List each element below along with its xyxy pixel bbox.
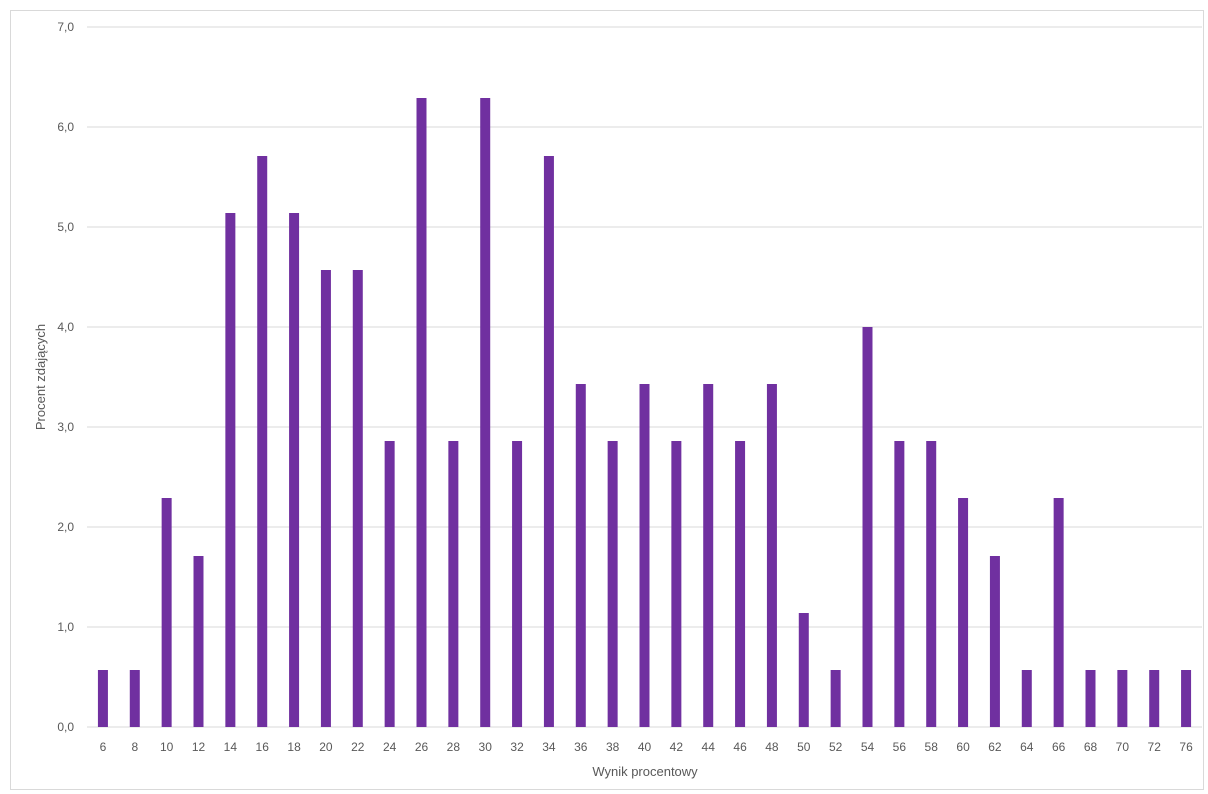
- y-tick-label: 0,0: [57, 720, 74, 734]
- bar-38: [607, 441, 618, 727]
- bar-32: [512, 441, 523, 727]
- x-tick-label: 72: [1148, 740, 1162, 754]
- x-tick-label: 22: [351, 740, 365, 754]
- y-tick-label: 3,0: [57, 420, 74, 434]
- chart-area: [10, 10, 1204, 790]
- bar-50: [798, 613, 809, 727]
- bar-34: [543, 156, 554, 727]
- x-tick-label: 26: [415, 740, 429, 754]
- x-tick-label: 36: [574, 740, 588, 754]
- bar-62: [989, 556, 1000, 727]
- bar-44: [703, 384, 714, 727]
- bar-12: [193, 556, 204, 727]
- bar-42: [671, 441, 682, 727]
- bar-8: [129, 670, 140, 727]
- x-tick-label: 64: [1020, 740, 1034, 754]
- x-tick-label: 44: [702, 740, 716, 754]
- bar-6: [97, 670, 108, 727]
- bar-40: [639, 384, 650, 727]
- bar-68: [1085, 670, 1096, 727]
- x-tick-label: 68: [1084, 740, 1098, 754]
- bar-28: [448, 441, 459, 727]
- bar-64: [1021, 670, 1032, 727]
- bar-30: [480, 98, 491, 727]
- bar-60: [958, 498, 969, 727]
- bar-52: [830, 670, 841, 727]
- bar-20: [320, 270, 331, 727]
- x-axis-title: Wynik procentowy: [592, 764, 698, 779]
- x-tick-label: 52: [829, 740, 843, 754]
- bar-10: [161, 498, 172, 727]
- bar-66: [1053, 498, 1064, 727]
- bars: [97, 98, 1192, 727]
- x-tick-label: 48: [765, 740, 779, 754]
- bar-16: [257, 156, 268, 727]
- x-tick-label: 16: [256, 740, 270, 754]
- bar-26: [416, 98, 427, 727]
- x-tick-label: 12: [192, 740, 206, 754]
- x-tick-label: 24: [383, 740, 397, 754]
- y-tick-label: 7,0: [57, 20, 74, 34]
- y-tick-label: 6,0: [57, 120, 74, 134]
- x-tick-label: 28: [447, 740, 461, 754]
- x-tick-label: 58: [925, 740, 939, 754]
- x-tick-label: 54: [861, 740, 875, 754]
- x-tick-label: 6: [100, 740, 107, 754]
- y-axis-ticks: 0,0 1,0 2,0 3,0 4,0 5,0 6,0 7,0: [57, 20, 74, 734]
- bar-24: [384, 441, 395, 727]
- bar-72: [1149, 670, 1160, 727]
- x-tick-label: 34: [542, 740, 556, 754]
- bar-14: [225, 213, 236, 727]
- x-tick-label: 14: [224, 740, 238, 754]
- x-tick-label: 30: [479, 740, 493, 754]
- x-tick-label: 62: [988, 740, 1002, 754]
- x-axis-ticks: 6 8 10 12 14 16 18 20 22 24 26 28 30 32 34 36 38 40 42 44 46…: [100, 740, 1193, 754]
- bar-22: [352, 270, 363, 727]
- x-tick-label: 38: [606, 740, 620, 754]
- bar-76: [1181, 670, 1192, 727]
- x-tick-label: 76: [1179, 740, 1193, 754]
- x-tick-label: 70: [1116, 740, 1130, 754]
- x-tick-label: 66: [1052, 740, 1066, 754]
- x-tick-label: 60: [956, 740, 970, 754]
- bar-46: [735, 441, 746, 727]
- x-tick-label: 10: [160, 740, 174, 754]
- bar-58: [926, 441, 937, 727]
- x-tick-label: 46: [733, 740, 747, 754]
- bar-36: [575, 384, 586, 727]
- x-tick-label: 8: [131, 740, 138, 754]
- bar-54: [862, 327, 873, 727]
- x-tick-label: 40: [638, 740, 652, 754]
- x-tick-label: 50: [797, 740, 811, 754]
- y-tick-label: 2,0: [57, 520, 74, 534]
- x-tick-label: 56: [893, 740, 907, 754]
- x-tick-label: 18: [287, 740, 301, 754]
- x-tick-label: 20: [319, 740, 333, 754]
- y-tick-label: 4,0: [57, 320, 74, 334]
- bar-56: [894, 441, 905, 727]
- bar-70: [1117, 670, 1128, 727]
- gridlines: [87, 26, 1202, 728]
- bar-18: [289, 213, 300, 727]
- bar-48: [766, 384, 777, 727]
- x-tick-label: 42: [670, 740, 684, 754]
- y-tick-label: 5,0: [57, 220, 74, 234]
- y-tick-label: 1,0: [57, 620, 74, 634]
- y-axis-title: Procent zdających: [33, 324, 48, 430]
- x-tick-label: 32: [510, 740, 524, 754]
